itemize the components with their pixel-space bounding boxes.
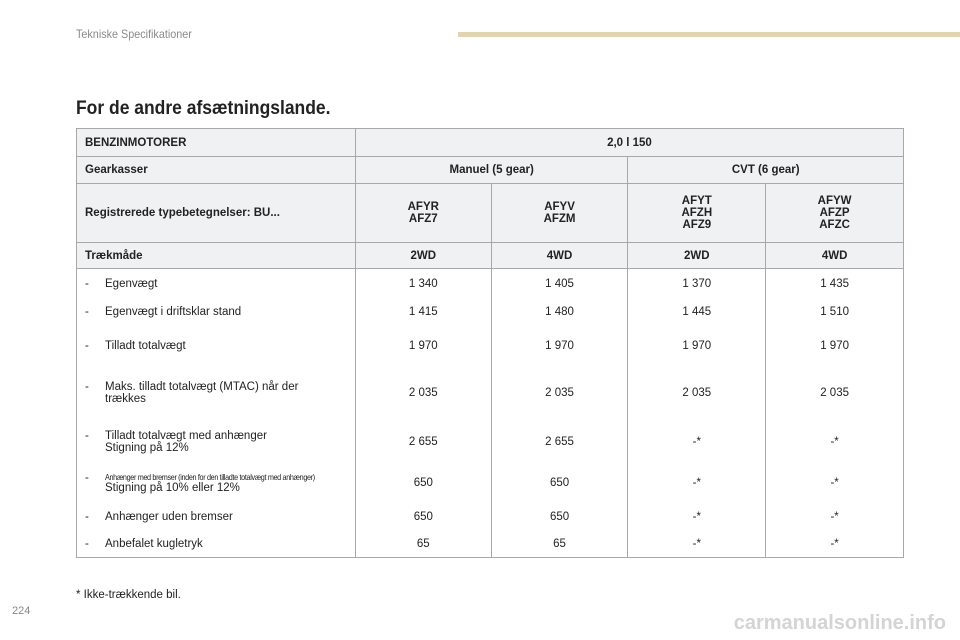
page-title: For de andre afsætningslande. <box>76 98 331 119</box>
value-cell: 1 970 <box>627 325 767 366</box>
value-cell: -* <box>627 502 767 531</box>
row-label: - Egenvægt <box>76 268 356 299</box>
table-row: - Tilladt totalvægt med anhænger Stigning … <box>76 420 904 463</box>
row-label-text: Egenvægt i driftsklar stand <box>105 306 242 318</box>
row-label-text: Maks. tilladt totalvægt (MTAC) når der t… <box>105 381 299 405</box>
value-cell: 650 <box>490 462 629 503</box>
type-cell: AFYV AFZM <box>490 183 629 243</box>
value-cell: 2 035 <box>627 365 767 421</box>
row-label: - Maks. tilladt totalvægt (MTAC) når der … <box>76 365 356 421</box>
value-cell: -* <box>765 420 904 463</box>
value-cell: 2 655 <box>354 420 492 463</box>
header-accent-bar <box>458 32 960 37</box>
value-cell: 650 <box>354 462 492 503</box>
value-cell: 2 035 <box>765 365 904 421</box>
value-cell: 65 <box>490 530 629 558</box>
gearbox-manual: Manuel (5 gear) <box>354 156 629 184</box>
value-cell: -* <box>627 462 767 503</box>
value-cell: 1 970 <box>765 325 904 366</box>
drive-row: Trækmåde 2WD 4WD 2WD 4WD <box>76 242 904 269</box>
value-cell: -* <box>627 420 767 463</box>
row-sublabel: Stigning på 10% eller 12% <box>105 481 240 494</box>
row-label: - Egenvægt i driftsklar stand <box>76 298 356 326</box>
drive-cell: 2WD <box>627 242 767 269</box>
row-label-text: Egenvægt <box>105 277 158 290</box>
table-row: - Maks. tilladt totalvægt (MTAC) når der … <box>76 365 904 421</box>
value-cell: 1 340 <box>354 268 492 299</box>
table-row: - Egenvægt 1 340 1 405 1 370 1 435 <box>76 268 904 299</box>
drive-cell: 4WD <box>765 242 904 269</box>
drive-label: Trækmåde <box>76 242 356 269</box>
value-cell: -* <box>627 530 767 558</box>
engine-value: 2,0 l 150 <box>354 128 905 157</box>
value-cell: 1 370 <box>627 268 767 299</box>
row-label-text: Anhænger med bremser (inden for den till… <box>105 471 315 482</box>
row-label: - Anhænger med bremser (inden for den til… <box>76 462 356 503</box>
drive-cell: 4WD <box>490 242 629 269</box>
value-cell: 1 435 <box>765 268 904 299</box>
row-label-text: Anbefalet kugletryk <box>105 537 203 550</box>
value-cell: 650 <box>490 502 629 531</box>
value-cell: 1 970 <box>354 325 492 366</box>
type-cell: AFYW AFZP AFZC <box>765 183 904 243</box>
engine-label: BENZINMOTORER <box>76 128 356 157</box>
watermark: carmanualsonline.info <box>733 612 946 634</box>
value-cell: -* <box>765 502 904 531</box>
value-cell: 1 445 <box>627 298 767 326</box>
row-label: - Anbefalet kugletryk <box>76 530 356 558</box>
value-cell: 1 480 <box>490 298 629 326</box>
table-row: - Anhænger med bremser (inden for den til… <box>76 462 904 503</box>
gearbox-label: Gearkasser <box>76 156 356 184</box>
types-label: Registrerede typebetegnelser: BU... <box>76 183 356 243</box>
row-label: - Anhænger uden bremser <box>76 502 356 531</box>
gearbox-row: Gearkasser Manuel (5 gear) CVT (6 gear) <box>76 156 904 184</box>
value-cell: 1 970 <box>490 325 629 366</box>
row-label: - Tilladt totalvægt <box>76 325 356 366</box>
type-cell: AFYT AFZH AFZ9 <box>627 183 767 243</box>
footnote: * Ikke-trækkende bil. <box>76 589 181 601</box>
value-cell: 1 405 <box>490 268 629 299</box>
spec-table: BENZINMOTORER 2,0 l 150 Gearkasser Manue… <box>76 128 905 558</box>
row-label-text: Anhænger uden bremser <box>105 510 233 523</box>
table-row: - Tilladt totalvægt 1 970 1 970 1 970 1 970 <box>76 325 904 366</box>
types-row: Registrerede typebetegnelser: BU... AFYR… <box>76 183 904 243</box>
drive-cell: 2WD <box>354 242 492 269</box>
value-cell: -* <box>765 530 904 558</box>
section-header: Tekniske Specifikationer <box>76 27 192 41</box>
table-row: - Anbefalet kugletryk 65 65 -* -* <box>76 530 904 558</box>
value-cell: 1 510 <box>765 298 904 326</box>
row-label: - Tilladt totalvægt med anhænger Stigning … <box>76 420 356 463</box>
value-cell: 2 035 <box>490 365 629 421</box>
value-cell: -* <box>765 462 904 503</box>
value-cell: 1 415 <box>354 298 492 326</box>
row-label-text: Tilladt totalvægt med anhænger <box>105 429 267 442</box>
page-number: 224 <box>12 605 31 617</box>
value-cell: 2 655 <box>490 420 629 463</box>
row-sublabel: Stigning på 12% <box>105 441 189 454</box>
engine-row: BENZINMOTORER 2,0 l 150 <box>76 128 905 157</box>
row-label-text: Tilladt totalvægt <box>105 339 186 352</box>
value-cell: 2 035 <box>354 365 492 421</box>
table-row: - Anhænger uden bremser 650 650 -* -* <box>76 502 904 531</box>
table-row: - Egenvægt i driftsklar stand 1 415 1 480 1 … <box>76 298 904 326</box>
type-cell: AFYR AFZ7 <box>354 183 492 243</box>
value-cell: 650 <box>354 502 492 531</box>
gearbox-cvt: CVT (6 gear) <box>627 156 904 184</box>
value-cell: 65 <box>354 530 492 558</box>
